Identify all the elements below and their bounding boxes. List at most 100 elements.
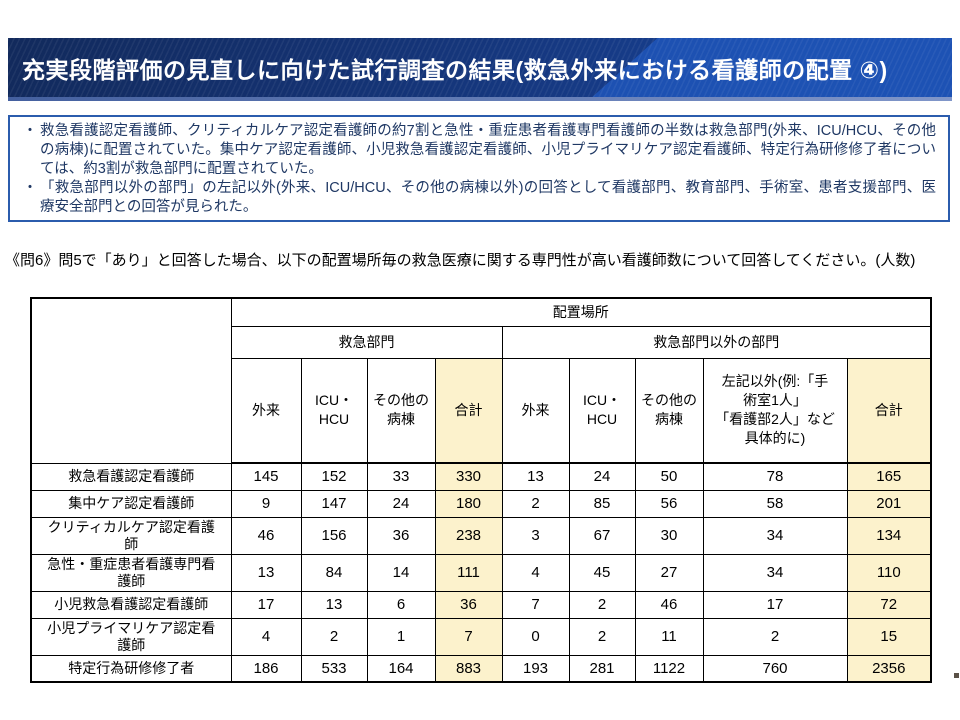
value-cell: 34	[702, 516, 848, 555]
table-row: 小児プライマリケア認定看 護師 4 2 1 7 0 2 11 2 15	[30, 617, 932, 656]
value-cell: 1122	[634, 654, 704, 683]
summary-bullet-text: 「救急部門以外の部門」の左記以外(外来、ICU/HCU、その他の病棟以外)の回答…	[40, 180, 936, 215]
bullet-marker: ・	[22, 123, 38, 139]
value-cell: 9	[230, 489, 302, 518]
summary-bullet: ・ 救急看護認定看護師、クリティカルケア認定看護師の約7割と急性・重症患者看護専…	[20, 122, 936, 179]
sum-value-cell: 883	[434, 654, 503, 683]
value-cell: 13	[300, 590, 368, 619]
col-header-total: 合計	[846, 357, 932, 464]
sum-value-cell: 2356	[846, 654, 932, 683]
col-header-outpatient: 外来	[230, 357, 302, 464]
value-cell: 17	[702, 590, 848, 619]
row-label-cell: 集中ケア認定看護師	[30, 489, 232, 518]
col-header-icu-hcu: ICU・ HCU	[300, 357, 368, 464]
title-bar: 充実段階評価の見直しに向けた試行調査の結果(救急外来における看護師の配置 ④)	[8, 38, 952, 97]
value-cell: 4	[501, 553, 570, 592]
table-row: 小児救急看護認定看護師 17 13 6 36 7 2 46 17 72	[30, 590, 932, 619]
col-header-total: 合計	[434, 357, 503, 464]
value-cell: 152	[300, 462, 368, 491]
value-cell: 2	[568, 590, 636, 619]
value-cell: 78	[702, 462, 848, 491]
placement-table: 配置場所 救急部門 救急部門以外の部門 外来 ICU・ HCU その他の 病棟 …	[30, 297, 933, 683]
sum-value-cell: 72	[846, 590, 932, 619]
group-header-emergency-dept: 救急部門	[230, 325, 503, 359]
value-cell: 760	[702, 654, 848, 683]
value-cell: 156	[300, 516, 368, 555]
sum-value-cell: 110	[846, 553, 932, 592]
value-cell: 6	[366, 590, 436, 619]
row-label-cell: 小児救急看護認定看護師	[30, 590, 232, 619]
col-header-other-wards: その他の 病棟	[366, 357, 436, 464]
value-cell: 2	[501, 489, 570, 518]
value-cell: 13	[230, 553, 302, 592]
value-cell: 281	[568, 654, 636, 683]
value-cell: 34	[702, 553, 848, 592]
summary-bullet-text: 救急看護認定看護師、クリティカルケア認定看護師の約7割と急性・重症患者看護専門看…	[40, 123, 936, 177]
value-cell: 45	[568, 553, 636, 592]
sum-value-cell: 180	[434, 489, 503, 518]
value-cell: 50	[634, 462, 704, 491]
slide-title: 充実段階評価の見直しに向けた試行調査の結果(救急外来における看護師の配置 ④)	[22, 56, 888, 83]
title-underline	[8, 97, 952, 101]
header-row-columns: 外来 ICU・ HCU その他の 病棟 合計 外来 ICU・ HCU その他の …	[31, 357, 932, 464]
table-body: 救急看護認定看護師 145 152 33 330 13 24 50 78 165 集中ケア認定看護師…	[30, 462, 932, 683]
value-cell: 27	[634, 553, 704, 592]
sum-value-cell: 134	[846, 516, 932, 555]
value-cell: 3	[501, 516, 570, 555]
value-cell: 17	[230, 590, 302, 619]
value-cell: 56	[634, 489, 704, 518]
sum-value-cell: 165	[846, 462, 932, 491]
value-cell: 2	[702, 617, 848, 656]
col-header-other-specify: 左記以外(例:「手 術室1人」 「看護部2人」など 具体的に)	[702, 357, 848, 464]
title-bar-diagonal-accent	[592, 38, 952, 97]
summary-bullet-list: ・ 救急看護認定看護師、クリティカルケア認定看護師の約7割と急性・重症患者看護専…	[20, 122, 936, 217]
value-cell: 46	[230, 516, 302, 555]
value-cell: 2	[568, 617, 636, 656]
value-cell: 33	[366, 462, 436, 491]
sum-value-cell: 201	[846, 489, 932, 518]
table-row: 急性・重症患者看護専門看 護師 13 84 14 111 4 45 27 34 110	[30, 553, 932, 592]
value-cell: 36	[366, 516, 436, 555]
value-cell: 1	[366, 617, 436, 656]
sum-value-cell: 7	[434, 617, 503, 656]
value-cell: 67	[568, 516, 636, 555]
value-cell: 145	[230, 462, 302, 491]
top-header-cell: 配置場所	[230, 297, 932, 327]
value-cell: 58	[702, 489, 848, 518]
table-row: 特定行為研修修了者 186 533 164 883 193 281 1122 760 2356	[30, 654, 932, 683]
value-cell: 13	[501, 462, 570, 491]
bullet-marker: ・	[22, 180, 38, 196]
value-cell: 30	[634, 516, 704, 555]
sum-value-cell: 238	[434, 516, 503, 555]
sum-value-cell: 111	[434, 553, 503, 592]
value-cell: 4	[230, 617, 302, 656]
value-cell: 46	[634, 590, 704, 619]
sum-value-cell: 36	[434, 590, 503, 619]
value-cell: 7	[501, 590, 570, 619]
title-bar-stripe-texture	[8, 38, 952, 97]
value-cell: 186	[230, 654, 302, 683]
sum-value-cell: 15	[846, 617, 932, 656]
value-cell: 2	[300, 617, 368, 656]
col-header-outpatient: 外来	[501, 357, 570, 464]
value-cell: 193	[501, 654, 570, 683]
row-label-cell: 小児プライマリケア認定看 護師	[30, 617, 232, 656]
col-header-icu-hcu: ICU・ HCU	[568, 357, 636, 464]
value-cell: 24	[366, 489, 436, 518]
value-cell: 84	[300, 553, 368, 592]
value-cell: 533	[300, 654, 368, 683]
summary-box: ・ 救急看護認定看護師、クリティカルケア認定看護師の約7割と急性・重症患者看護専…	[8, 115, 950, 222]
summary-bullet: ・ 「救急部門以外の部門」の左記以外(外来、ICU/HCU、その他の病棟以外)の…	[20, 179, 936, 217]
question-text: 《問6》問5で「あり」と回答した場合、以下の配置場所毎の救急医療に関する専門性が…	[5, 252, 916, 269]
page-number-fragment	[954, 673, 959, 678]
value-cell: 24	[568, 462, 636, 491]
col-header-other-wards: その他の 病棟	[634, 357, 704, 464]
value-cell: 11	[634, 617, 704, 656]
header-row-placement: 配置場所	[30, 297, 932, 464]
value-cell: 0	[501, 617, 570, 656]
value-cell: 147	[300, 489, 368, 518]
group-header-non-emergency-dept: 救急部門以外の部門	[501, 325, 932, 359]
value-cell: 85	[568, 489, 636, 518]
row-label-cell: 救急看護認定看護師	[30, 462, 232, 491]
